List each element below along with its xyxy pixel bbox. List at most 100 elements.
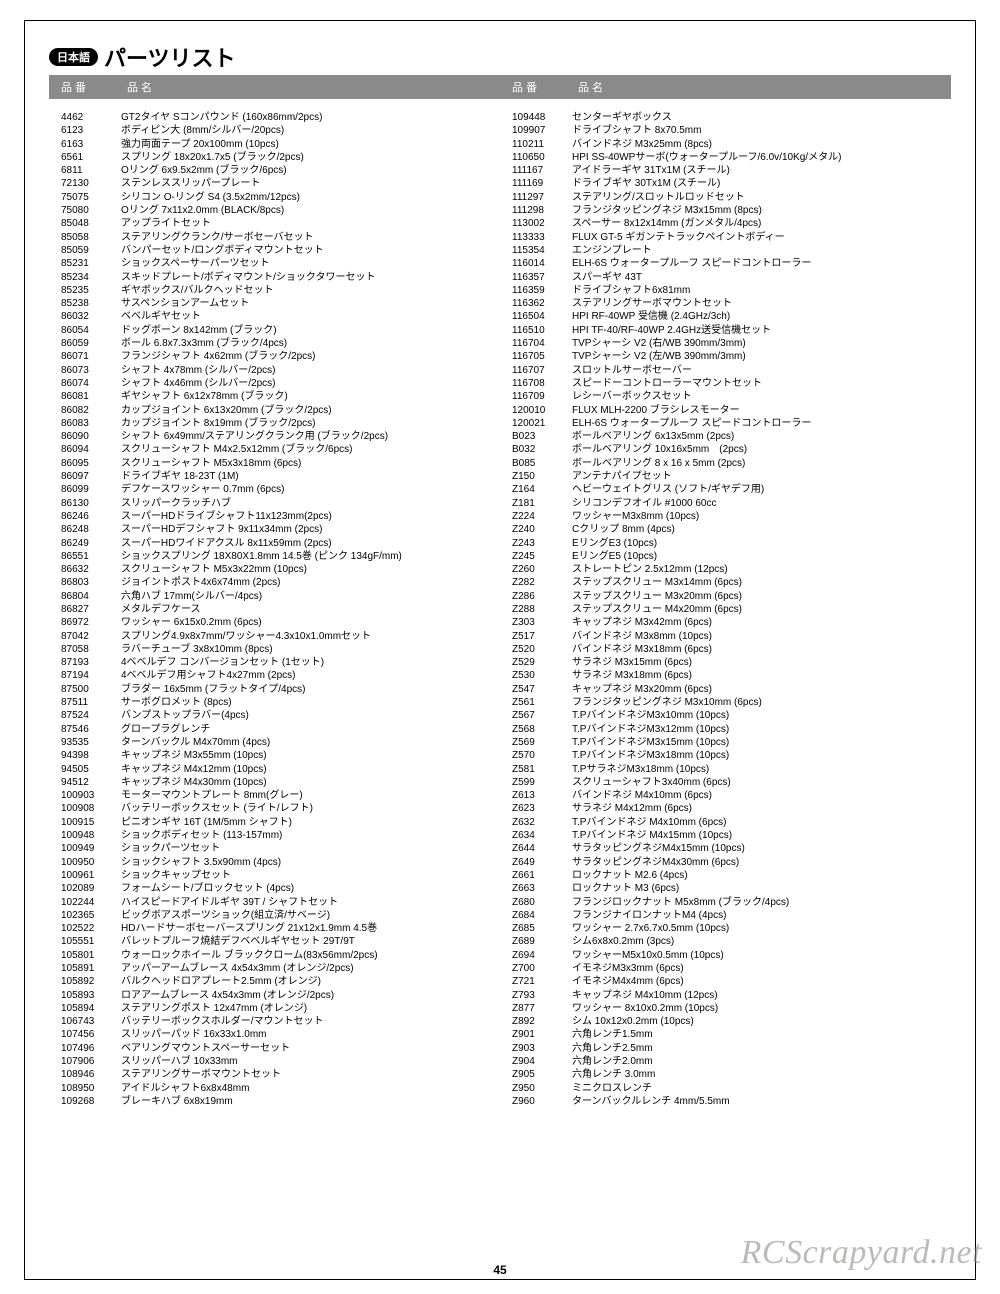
part-code: 86073 <box>49 364 121 377</box>
title-block: 日本語 パーツリスト 品 番 品 名 品 番 品 名 <box>49 41 951 99</box>
part-desc: ボールベアリング 8 x 16 x 5mm (2pcs) <box>572 457 951 470</box>
part-desc: ビッグボアスポーツショック(組立済/サベージ) <box>121 909 500 922</box>
part-desc: ギヤシャフト 6x12x78mm (ブラック) <box>121 390 500 403</box>
part-code: B085 <box>500 457 572 470</box>
part-desc: フランジロックナット M5x8mm (ブラック/4pcs) <box>572 896 951 909</box>
table-row: 85234スキッドプレート/ボディマウント/ショックタワーセット <box>49 271 500 284</box>
table-row: 75080Oリング 7x11x2.0mm (BLACK/8pcs) <box>49 204 500 217</box>
part-desc: ワッシャー 8x10x0.2mm (10pcs) <box>572 1002 951 1015</box>
part-desc: モーターマウントプレート 8mm(グレー) <box>121 789 500 802</box>
part-desc: キャップネジ M4x30mm (10pcs) <box>121 776 500 789</box>
table-row: Z286ステップスクリュー M3x20mm (6pcs) <box>500 590 951 603</box>
part-code: Z905 <box>500 1068 572 1081</box>
part-desc: ベベルギヤセット <box>121 310 500 323</box>
table-row: 86249スーパーHDワイドアクスル 8x11x59mm (2pcs) <box>49 537 500 550</box>
part-code: 87500 <box>49 683 121 696</box>
table-row: 86246スーパーHDドライブシャフト11x123mm(2pcs) <box>49 510 500 523</box>
table-row: Z567T.PバインドネジM3x10mm (10pcs) <box>500 709 951 722</box>
part-desc: アイドルシャフト6x8x48mm <box>121 1082 500 1095</box>
table-row: 86095スクリューシャフト M5x3x18mm (6pcs) <box>49 457 500 470</box>
part-desc: ボディピン大 (8mm/シルバー/20pcs) <box>121 124 500 137</box>
part-desc: T.Pバインドネジ M4x10mm (6pcs) <box>572 816 951 829</box>
part-desc: スクリューシャフト M4x2.5x12mm (ブラック/6pcs) <box>121 443 500 456</box>
part-code: 86071 <box>49 350 121 363</box>
part-desc: フランジシャフト 4x62mm (ブラック/2pcs) <box>121 350 500 363</box>
table-row: Z793キャップネジ M4x10mm (12pcs) <box>500 989 951 1002</box>
table-row: 116707スロットルサーボセーバー <box>500 364 951 377</box>
table-row: 107906スリッパーハブ 10x33mm <box>49 1055 500 1068</box>
table-row: Z694ワッシャーM5x10x0.5mm (10pcs) <box>500 949 951 962</box>
table-row: 109268ブレーキハブ 6x8x19mm <box>49 1095 500 1108</box>
part-desc: T.PバインドネジM3x15mm (10pcs) <box>572 736 951 749</box>
part-desc: スリッパーパッド 16x33x1.0mm <box>121 1028 500 1041</box>
table-row: Z282ステップスクリュー M3x14mm (6pcs) <box>500 576 951 589</box>
part-code: 86827 <box>49 603 121 616</box>
table-row: 116362ステアリングサーボマウントセット <box>500 297 951 310</box>
part-desc: キャップネジ M3x20mm (6pcs) <box>572 683 951 696</box>
part-code: 86130 <box>49 497 121 510</box>
part-code: 86551 <box>49 550 121 563</box>
header-name-left: 品 名 <box>127 79 500 95</box>
part-code: Z561 <box>500 696 572 709</box>
part-code: Z623 <box>500 802 572 815</box>
table-row: Z649サラタッピングネジM4x30mm (6pcs) <box>500 856 951 869</box>
table-row: 102244ハイスピードアイドルギヤ 39T / シャフトセット <box>49 896 500 909</box>
part-desc: FLUX MLH-2200 ブラシレスモーター <box>572 404 951 417</box>
part-desc: メタルデフケース <box>121 603 500 616</box>
part-code: Z901 <box>500 1028 572 1041</box>
table-row: 111298フランジタッピングネジ M3x15mm (8pcs) <box>500 204 951 217</box>
part-desc: T.PバインドネジM3x18mm (10pcs) <box>572 749 951 762</box>
table-row: 85238サスペンションアームセット <box>49 297 500 310</box>
part-desc: シャフト 4x46mm (シルバー/2pcs) <box>121 377 500 390</box>
table-row: 102089フォームシート/ブロックセット (4pcs) <box>49 882 500 895</box>
table-row: 4462GT2タイヤ Sコンパウンド (160x86mm/2pcs) <box>49 111 500 124</box>
part-code: 87524 <box>49 709 121 722</box>
page: 日本語 パーツリスト 品 番 品 名 品 番 品 名 4462GT2タイヤ Sコ… <box>0 0 1000 1294</box>
part-code: Z260 <box>500 563 572 576</box>
part-code: 86095 <box>49 457 121 470</box>
part-desc: ドッグボーン 8x142mm (ブラック) <box>121 324 500 337</box>
table-row: 116704TVPシャーシ V2 (右/WB 390mm/3mm) <box>500 337 951 350</box>
part-desc: ステアリングサーボマウントセット <box>572 297 951 310</box>
part-code: 113333 <box>500 231 572 244</box>
part-desc: ピニオンギヤ 16T (1M/5mm シャフト) <box>121 816 500 829</box>
part-code: 116707 <box>500 364 572 377</box>
part-desc: バルクヘッドロアプレート2.5mm (オレンジ) <box>121 975 500 988</box>
table-row: 110650HPI SS-40WPサーボ(ウォータープルーフ/6.0v/10Kg… <box>500 151 951 164</box>
part-desc: キャップネジ M4x12mm (10pcs) <box>121 763 500 776</box>
part-desc: バッテリーボックスセット (ライト/レフト) <box>121 802 500 815</box>
part-code: Z570 <box>500 749 572 762</box>
table-row: 6123ボディピン大 (8mm/シルバー/20pcs) <box>49 124 500 137</box>
part-desc: ELH-6S ウォータープルーフ スピードコントローラー <box>572 257 951 270</box>
part-desc: ショックシャフト 3.5x90mm (4pcs) <box>121 856 500 869</box>
part-desc: ELH-6S ウォータープルーフ スピードコントローラー <box>572 417 951 430</box>
part-code: 85059 <box>49 244 121 257</box>
part-desc: ドライブギヤ 18-23T (1M) <box>121 470 500 483</box>
part-desc: ワッシャーM3x8mm (10pcs) <box>572 510 951 523</box>
part-code: 86074 <box>49 377 121 390</box>
part-desc: サラタッピングネジM4x15mm (10pcs) <box>572 842 951 855</box>
part-code: 86249 <box>49 537 121 550</box>
table-row: 100961ショックキャップセット <box>49 869 500 882</box>
table-row: 116359ドライブシャフト6x81mm <box>500 284 951 297</box>
table-row: Z561フランジタッピングネジ M3x10mm (6pcs) <box>500 696 951 709</box>
part-desc: ステアリング/スロットルロッドセット <box>572 191 951 204</box>
table-row: 100908バッテリーボックスセット (ライト/レフト) <box>49 802 500 815</box>
part-desc: ステップスクリュー M3x14mm (6pcs) <box>572 576 951 589</box>
part-desc: スーパーHDデフシャフト 9x11x34mm (2pcs) <box>121 523 500 536</box>
part-desc: TVPシャーシ V2 (右/WB 390mm/3mm) <box>572 337 951 350</box>
table-row: 116510HPI TF-40/RF-40WP 2.4GHz送受信機セット <box>500 324 951 337</box>
part-code: 106743 <box>49 1015 121 1028</box>
part-code: 100961 <box>49 869 121 882</box>
part-code: B023 <box>500 430 572 443</box>
part-code: 6811 <box>49 164 121 177</box>
table-row: Z181シリコンデフオイル #1000 60cc <box>500 497 951 510</box>
table-row: 86090シャフト 6x49mm/ステアリングクランク用 (ブラック/2pcs) <box>49 430 500 443</box>
part-code: 100948 <box>49 829 121 842</box>
part-code: 85231 <box>49 257 121 270</box>
page-title: パーツリスト <box>104 41 236 73</box>
part-desc: ショックボディセット (113-157mm) <box>121 829 500 842</box>
part-code: Z150 <box>500 470 572 483</box>
part-code: 105551 <box>49 935 121 948</box>
part-code: Z644 <box>500 842 572 855</box>
